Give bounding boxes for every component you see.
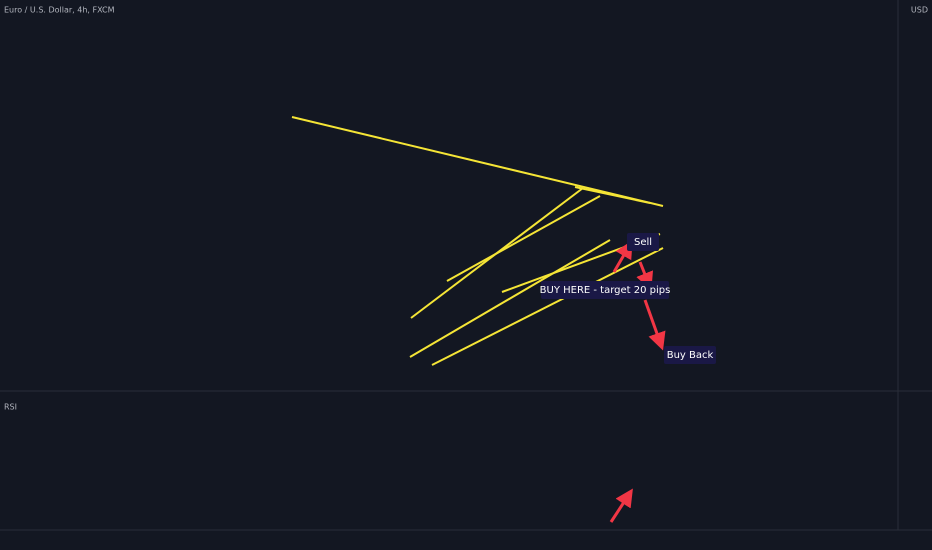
chart-title: Euro / U.S. Dollar, 4h, FXCM [4,6,115,15]
arrow [612,240,633,273]
trend-line [574,186,651,204]
trend-line [409,239,611,358]
annotation-box [541,281,669,299]
currency: USD [911,6,928,15]
arrow [636,261,654,291]
trend-line [446,195,601,282]
arrows [609,240,666,523]
annotation: Sell [634,237,652,248]
annotation: Buy Back [667,350,714,361]
annotations: Sell BUY HERE - target 20 pips Buy Back [540,233,716,364]
annotation-box [627,233,659,251]
annotation-box [664,346,716,364]
annotation: BUY HERE - target 20 pips [540,285,671,296]
arrow [643,299,666,351]
trend-line [431,247,664,366]
trend-lines [291,116,664,366]
trend-line [291,116,664,207]
panel-title: RSI [4,403,17,412]
arrow [609,488,633,523]
